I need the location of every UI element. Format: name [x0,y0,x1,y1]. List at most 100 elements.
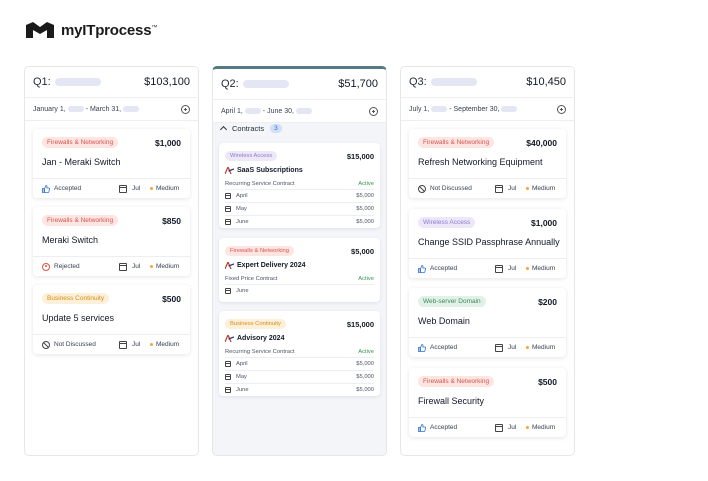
card-amount: $500 [162,294,181,304]
category-tag: Firewalls & Networking [42,215,119,226]
contract-card[interactable]: Wireless Access $15,000 SaaS Subscriptio… [219,143,380,228]
priority-dot-icon [150,343,153,346]
initiative-card[interactable]: Firewalls & Networking $1,000 Jan - Mera… [33,129,190,198]
redacted-text [54,78,101,86]
priority-dot-icon [526,426,529,429]
card-title: Firewall Security [418,396,485,406]
quarter-header: Q3: $10,450 [401,67,574,98]
month-text: Jul [508,424,517,431]
priority-dot-icon [526,187,529,190]
priority-text: Medium [532,424,556,431]
quarter-total: $10,450 [526,76,566,88]
priority-text: Medium [156,341,180,348]
rejected-icon [42,262,50,271]
contract-name: Expert Delivery 2024 [237,262,306,269]
status-text: Accepted [430,344,458,351]
calendar-icon [119,262,127,271]
contract-card[interactable]: Business Continuity $15,000 Advisory 202… [219,311,380,396]
contracts-count-badge: 3 [270,124,282,133]
priority-dot-icon [150,265,153,268]
month-row: June [225,284,374,297]
status-text: Not Discussed [430,185,472,192]
priority-dot-icon [150,187,153,190]
card-title: Jan - Meraki Switch [42,157,121,167]
initiative-card[interactable]: Firewalls & Networking $500 Firewall Sec… [409,368,566,437]
thumbs-up-icon [418,264,426,273]
contract-type: Recurring Service Contract [225,181,295,187]
contract-name: SaaS Subscriptions [237,167,303,174]
quarter-label: Q2: [221,78,239,90]
priority-text: Medium [532,185,556,192]
initiative-card[interactable]: Firewalls & Networking $40,000 Refresh N… [409,129,566,198]
contracts-toggle[interactable]: Contracts 3 [219,124,282,134]
calendar-icon [495,423,503,432]
contract-card[interactable]: Firewalls & Networking $5,000 Expert Del… [219,238,380,302]
quarter-total: $103,100 [144,76,190,88]
calendar-icon [495,264,503,273]
quarter-column-q1: Q1: $103,100 January 1, - March 31, Firew… [24,66,199,456]
month-text: Jul [132,341,141,348]
card-title: Refresh Networking Equipment [418,157,543,167]
card-title: Change SSID Passphrase Annually [418,237,560,247]
contract-amount: $15,000 [346,152,374,161]
add-item-button[interactable] [557,104,566,114]
quarter-label: Q1: [33,76,51,88]
contract-name: Advisory 2024 [237,335,285,342]
calendar-icon [225,361,231,367]
card-title: Meraki Switch [42,235,99,245]
category-tag: Business Continuity [225,319,286,329]
month-row: May $5,000 [225,202,374,215]
quarter-header: Q2: $51,700 [213,69,386,100]
card-amount: $500 [538,377,557,387]
card-title: Web Domain [418,316,470,326]
initiative-card[interactable]: Wireless Access $1,000 Change SSID Passp… [409,209,566,278]
add-item-button[interactable] [181,104,190,114]
priority-text: Medium [532,344,556,351]
priority-text: Medium [532,265,556,272]
card-amount: $850 [162,216,181,226]
brand-logo: myITprocess™ [25,21,157,39]
month-text: Jul [508,344,517,351]
category-tag: Firewalls & Networking [418,137,495,148]
calendar-icon [225,206,231,212]
quarter-column-q3: Q3: $10,450 July 1, - September 30, Firew… [400,66,575,456]
contracts-label: Contracts [232,124,265,133]
add-item-button[interactable] [369,106,378,116]
calendar-icon [119,184,127,193]
calendar-icon [225,193,231,199]
quarter-header: Q1: $103,100 [25,67,198,98]
initiative-card[interactable]: Firewalls & Networking $850 Meraki Switc… [33,207,190,276]
month-text: Jul [132,185,141,192]
contract-status: Active [358,349,374,355]
contract-amount: $5,000 [351,247,374,256]
quarter-dates: April 1, - June 30, [213,100,386,123]
card-title: Update 5 services [42,313,115,323]
status-text: Rejected [54,263,80,270]
chevron-up-icon [219,125,228,134]
contract-amount: $15,000 [346,320,374,329]
redacted-text [430,78,477,86]
quarter-dates: January 1, - March 31, [25,98,198,121]
category-tag: Firewalls & Networking [42,137,119,148]
quarter-label: Q3: [409,76,427,88]
not-discussed-icon [418,184,426,193]
month-row: April $5,000 [225,357,374,370]
contract-logo-icon [225,262,234,269]
calendar-icon [495,184,503,193]
calendar-icon [495,343,503,352]
contract-logo-icon [225,335,234,342]
card-amount: $40,000 [526,138,557,148]
redacted-text [242,80,289,88]
status-text: Accepted [430,265,458,272]
initiative-card[interactable]: Web-server Domain $200 Web Domain Accept… [409,288,566,357]
category-tag: Firewalls & Networking [225,246,294,256]
calendar-icon [225,374,231,380]
thumbs-up-icon [418,343,426,352]
contract-type: Fixed Price Contract [225,276,278,282]
calendar-icon [225,288,231,294]
contract-status: Active [358,276,374,282]
category-tag: Firewalls & Networking [418,376,495,387]
initiative-card[interactable]: Business Continuity $500 Update 5 servic… [33,285,190,354]
month-row: June $5,000 [225,383,374,396]
contract-logo-icon [225,167,234,174]
